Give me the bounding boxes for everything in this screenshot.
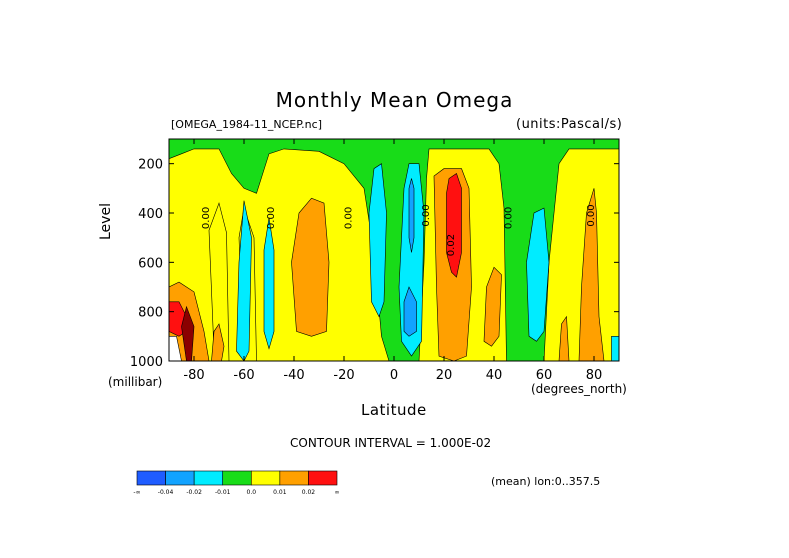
y-tick-label: 1000 xyxy=(130,355,163,370)
x-tick-label: -20 xyxy=(333,368,354,383)
colorbar-label: -0.02 xyxy=(186,489,202,496)
colorbar-label: -∞ xyxy=(133,489,140,496)
file-name-label: [OMEGA_1984-11_NCEP.nc] xyxy=(171,118,322,131)
units-label: (units:Pascal/s) xyxy=(516,117,623,132)
x-axis-label: Latitude xyxy=(361,401,427,419)
colorbar-swatch-5 xyxy=(250,470,281,486)
mean-note: (mean) lon:0..357.5 xyxy=(491,475,601,488)
contour-region-7 xyxy=(263,217,275,350)
colorbar-swatch-3 xyxy=(193,470,224,486)
colorbar-swatch-6 xyxy=(279,470,309,486)
y-tick-label: 800 xyxy=(138,306,163,321)
contour-label-2: 0.00 xyxy=(266,207,277,229)
contour-region-19 xyxy=(558,315,570,361)
contour-region-24 xyxy=(181,305,195,361)
contour-label-5: 0.02 xyxy=(446,234,457,256)
colorbar-label: -0.01 xyxy=(215,489,231,496)
contour-region-20 xyxy=(578,188,605,361)
contour-fills xyxy=(169,148,619,361)
y-axis-label: Level xyxy=(98,203,114,240)
y-axis-units: (millibar) xyxy=(108,375,163,389)
contour-region-13 xyxy=(403,286,417,337)
contour-region-23 xyxy=(169,335,182,361)
x-axis: -80 -60 -40 -20 0 20 40 60 80 xyxy=(183,139,602,383)
contour-label-3: 0.00 xyxy=(344,207,355,229)
contour-label-6: 0.00 xyxy=(504,207,515,229)
colorbar-label: -0.04 xyxy=(158,489,174,496)
contour-region-6 xyxy=(236,200,252,361)
colorbar-label: 0.0 xyxy=(247,489,257,496)
contour-region-10 xyxy=(526,207,550,342)
contour-region-11 xyxy=(611,335,619,361)
colorbar-label: 0.01 xyxy=(273,489,287,496)
contour-region-12 xyxy=(408,178,415,253)
contour-label-4: 0.00 xyxy=(421,204,432,226)
colorbar-swatch-4 xyxy=(222,470,252,486)
contour-region-18 xyxy=(211,323,225,361)
colorbar-label: ∞ xyxy=(335,489,340,496)
contour-label-7: 0.00 xyxy=(586,204,597,226)
y-tick-label: 200 xyxy=(138,158,163,173)
contour-region-16 xyxy=(483,266,502,347)
y-tick-label: 400 xyxy=(138,207,163,222)
x-tick-label: 80 xyxy=(586,368,603,383)
x-tick-label: -40 xyxy=(283,368,304,383)
x-tick-label: -60 xyxy=(233,368,254,383)
contour-region-14 xyxy=(291,197,330,337)
x-tick-label: 40 xyxy=(486,368,503,383)
contour-region-21 xyxy=(446,173,462,278)
colorbar: -∞ -0.04 -0.02 -0.01 0.0 0.01 0.02 ∞ xyxy=(133,470,340,496)
x-tick-label: 0 xyxy=(390,368,398,383)
y-tick-label: 600 xyxy=(138,256,163,271)
x-tick-label: -80 xyxy=(183,368,204,383)
contour-label-1: 0.00 xyxy=(201,207,212,229)
x-axis-units: (degrees_north) xyxy=(531,382,627,396)
colorbar-label: 0.02 xyxy=(302,489,316,496)
colorbar-swatch-1 xyxy=(136,470,166,486)
x-tick-label: 20 xyxy=(436,368,453,383)
colorbar-swatch-2 xyxy=(165,470,195,486)
x-tick-label: 60 xyxy=(536,368,553,383)
contour-labels: 0.00 0.00 0.00 0.00 0.02 0.00 0.00 xyxy=(201,204,597,256)
chart-title: Monthly Mean Omega xyxy=(275,88,514,112)
y-axis: 200 400 600 800 1000 xyxy=(130,158,619,370)
contour-region-8 xyxy=(368,163,387,318)
contour-region-4 xyxy=(208,202,230,361)
contour-interval-text: CONTOUR INTERVAL = 1.000E-02 xyxy=(290,436,492,450)
colorbar-swatch-7 xyxy=(308,470,338,486)
